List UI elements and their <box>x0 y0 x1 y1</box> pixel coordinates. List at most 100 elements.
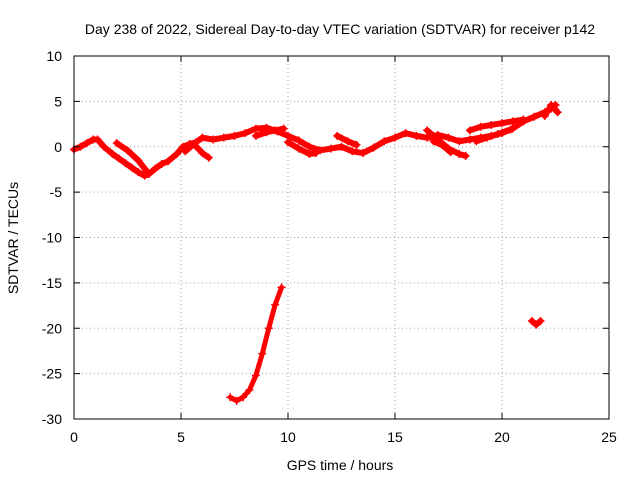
data-point <box>487 120 496 129</box>
data-point <box>423 133 432 142</box>
data-point <box>245 385 254 394</box>
data-point <box>294 144 303 153</box>
data-point <box>444 133 453 142</box>
x-tick-label: 0 <box>70 429 78 445</box>
data-point <box>358 149 367 158</box>
x-tick-label: 15 <box>387 429 403 445</box>
data-point <box>230 131 239 140</box>
data-point <box>112 139 121 148</box>
data-point <box>446 148 455 157</box>
y-tick-label: 5 <box>54 93 62 109</box>
grid <box>74 56 609 419</box>
chart-title: Day 238 of 2022, Sidereal Day-to-day VTE… <box>85 21 595 37</box>
data-point <box>127 163 136 172</box>
y-tick-label: -10 <box>42 230 62 246</box>
data-point <box>271 126 280 135</box>
x-tick-label: 20 <box>494 429 510 445</box>
y-tick-label: 0 <box>54 139 62 155</box>
series-branch-g <box>429 137 455 157</box>
data-point <box>337 142 346 151</box>
data-point <box>157 159 166 168</box>
data-point <box>181 147 190 156</box>
data-point <box>316 146 325 155</box>
series-branch-a <box>112 139 151 176</box>
data-point <box>461 151 470 160</box>
data-point <box>82 139 91 148</box>
data-point <box>99 142 108 151</box>
data-point <box>519 115 528 124</box>
series-line-branch-c <box>252 125 287 139</box>
series-isolated-cluster <box>527 316 545 329</box>
x-tick-label: 25 <box>601 429 617 445</box>
y-tick-label: -15 <box>42 275 62 291</box>
data-point <box>326 144 335 153</box>
series-line-branch-e <box>334 132 360 148</box>
data-point <box>164 157 173 166</box>
data-point <box>508 117 517 126</box>
y-axis-label: SDTVAR / TECUs <box>5 182 21 294</box>
data-point <box>134 168 143 177</box>
data-point <box>547 101 556 110</box>
data-point <box>493 130 502 139</box>
data-point <box>258 349 267 358</box>
data-point <box>343 137 352 146</box>
series-branch-i <box>472 125 515 146</box>
data-point <box>540 111 549 120</box>
data-point <box>412 131 421 140</box>
series-branch-d <box>284 138 320 159</box>
y-tick-label: -5 <box>50 184 63 200</box>
series-branch-b <box>181 140 213 162</box>
series-line-branch-b <box>182 141 212 161</box>
data-point <box>198 149 207 158</box>
data-point <box>123 146 132 155</box>
data-point <box>530 112 539 121</box>
data-point <box>455 137 464 146</box>
data-point <box>532 320 541 329</box>
data-point <box>472 137 481 146</box>
data-point <box>429 137 438 146</box>
data-point <box>172 150 181 159</box>
data-point <box>483 133 492 142</box>
data-point <box>311 149 320 158</box>
data-point <box>219 133 228 142</box>
data-point <box>294 136 303 145</box>
data-point <box>401 129 410 138</box>
data-point <box>251 371 260 380</box>
data-point <box>380 137 389 146</box>
data-point <box>151 164 160 173</box>
series-branch-c <box>251 124 288 140</box>
data-point <box>134 156 143 165</box>
data-point <box>369 143 378 152</box>
data-point <box>251 131 260 140</box>
data-point <box>465 126 474 135</box>
series-branch-j <box>540 101 562 120</box>
series-line-branch-a <box>113 140 150 175</box>
data-point <box>553 108 562 117</box>
data-point <box>305 142 314 151</box>
x-axis-label: GPS time / hours <box>287 457 394 473</box>
y-tick-label: -30 <box>42 411 62 427</box>
series-steep-rise <box>226 283 286 405</box>
data-point <box>114 154 123 163</box>
data-point <box>262 128 271 137</box>
data-point <box>204 153 213 162</box>
data-point <box>305 150 314 159</box>
data-point <box>198 133 207 142</box>
data-point <box>498 119 506 128</box>
series-layer <box>70 101 562 405</box>
data-point <box>142 167 151 176</box>
data-point <box>284 138 292 147</box>
data-point <box>209 135 218 144</box>
data-point <box>271 300 280 309</box>
data-point <box>241 129 250 138</box>
data-point <box>527 316 536 325</box>
y-tick-label: -20 <box>42 320 62 336</box>
data-point <box>279 124 288 133</box>
data-point <box>352 140 361 149</box>
data-point <box>277 283 286 292</box>
data-point <box>465 135 474 144</box>
data-point <box>108 150 117 159</box>
data-point <box>239 393 248 402</box>
data-point <box>391 133 399 142</box>
y-tick-label: 10 <box>46 48 62 64</box>
